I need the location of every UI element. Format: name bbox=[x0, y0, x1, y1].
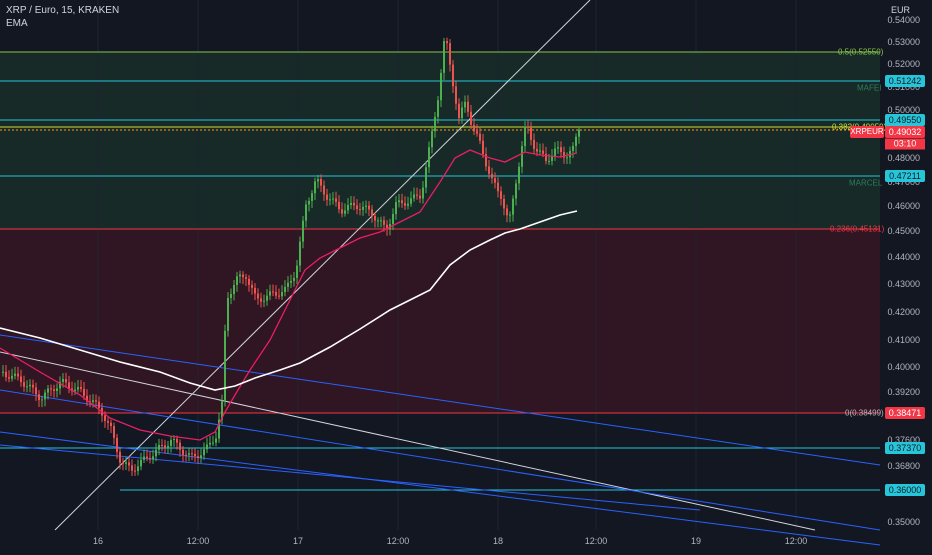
fib-0236-label: 0.236(0.45131) bbox=[830, 224, 885, 234]
indicator-ema-label[interactable]: EMA bbox=[6, 18, 28, 29]
price-tick: 0.44000 bbox=[887, 252, 920, 262]
price-tick: 0.47000 bbox=[887, 177, 920, 187]
marcel-label: MARCEL bbox=[849, 178, 883, 188]
price-badge-051242[interactable]: 0.51242 bbox=[885, 75, 925, 87]
pair-tag: XRPEUR bbox=[850, 126, 884, 138]
price-tick: 0.45000 bbox=[887, 226, 920, 236]
ema-fast-line[interactable] bbox=[0, 149, 578, 441]
price-tick: 0.35000 bbox=[887, 517, 920, 527]
price-badge-038471[interactable]: 0.38471 bbox=[885, 407, 925, 419]
price-tick: 0.42000 bbox=[887, 307, 920, 317]
vertical-grid bbox=[97, 0, 797, 530]
time-tick: 18 bbox=[492, 536, 504, 546]
trendline-ascending[interactable] bbox=[54, 0, 591, 531]
mafei-label: MAFEI bbox=[857, 83, 882, 93]
currency-label: EUR bbox=[890, 5, 910, 15]
fib-0-label: 0(0.38499) bbox=[845, 408, 884, 418]
fib-zone-lower bbox=[0, 229, 880, 413]
price-tick: 0.39200 bbox=[887, 387, 920, 397]
price-tick: 0.52000 bbox=[887, 59, 920, 69]
price-tick: 0.46000 bbox=[887, 201, 920, 211]
price-tick: 0.40000 bbox=[887, 362, 920, 372]
price-tick: 0.37600 bbox=[887, 435, 920, 445]
price-badge-036000[interactable]: 0.36000 bbox=[885, 484, 925, 496]
price-badge-049550[interactable]: 0.49550 bbox=[885, 114, 925, 126]
time-tick: 16 bbox=[92, 536, 104, 546]
time-tick: 12:00 bbox=[784, 536, 808, 546]
ema-slow-line[interactable] bbox=[0, 210, 578, 391]
price-tick: 0.54000 bbox=[887, 15, 920, 25]
time-tick: 12:00 bbox=[186, 536, 210, 546]
time-tick: 12:00 bbox=[584, 536, 608, 546]
price-tick: 0.50000 bbox=[887, 105, 920, 115]
chart-legend: XRP / Euro, 15, KRAKEN EMA bbox=[6, 4, 119, 30]
price-tick: 0.48000 bbox=[887, 153, 920, 163]
time-tick: 12:00 bbox=[386, 536, 410, 546]
trendline-descending-white[interactable] bbox=[0, 351, 816, 531]
price-badge-037370[interactable]: 0.37370 bbox=[885, 442, 925, 454]
price-tick: 0.51000 bbox=[887, 82, 920, 92]
symbol-title[interactable]: XRP / Euro, 15, KRAKEN bbox=[6, 5, 120, 16]
bar-countdown: 03:10 bbox=[885, 138, 925, 150]
price-tick: 0.36800 bbox=[887, 461, 920, 471]
time-tick: 17 bbox=[292, 536, 304, 546]
fib-05-label: 0.5(0.52550) bbox=[838, 47, 884, 57]
last-price-badge[interactable]: 0.49032 bbox=[885, 126, 925, 138]
time-tick: 19 bbox=[690, 536, 702, 546]
price-tick: 0.41000 bbox=[887, 335, 920, 345]
price-tick: 0.53000 bbox=[887, 37, 920, 47]
price-badge-047211[interactable]: 0.47211 bbox=[885, 170, 925, 182]
price-tick: 0.43000 bbox=[887, 279, 920, 289]
